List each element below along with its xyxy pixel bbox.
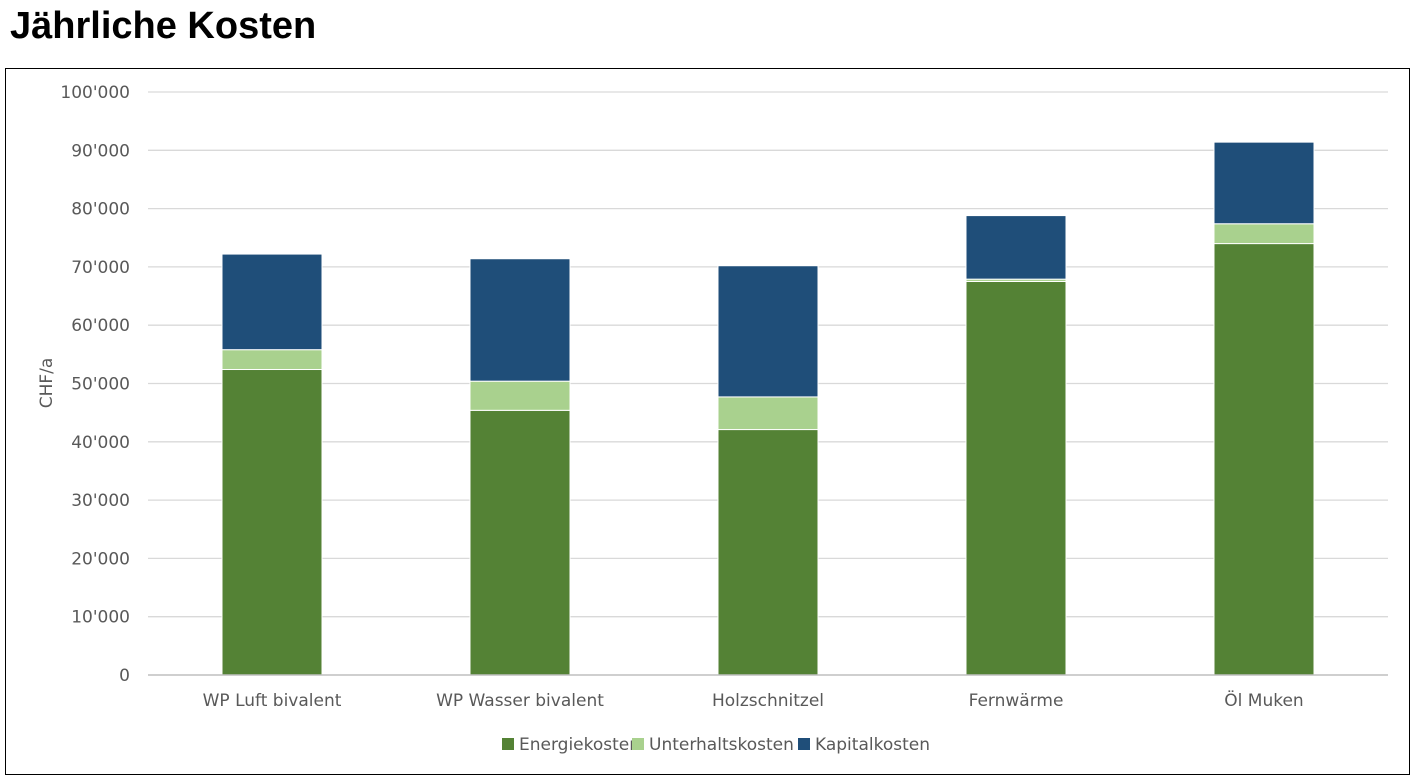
y-tick-label: 90'000 bbox=[71, 141, 130, 161]
bar-segment-kapitalkosten bbox=[965, 215, 1067, 280]
y-tick-label: 80'000 bbox=[71, 200, 130, 220]
legend: Energiekosten Unterhaltskosten Kapitalkost… bbox=[502, 735, 930, 755]
x-axis-category-labels: WP Luft bivalent WP Wasser bivalent Holzsc… bbox=[203, 689, 1304, 711]
legend-swatch bbox=[798, 738, 810, 750]
bar-segment-kapitalkosten bbox=[469, 258, 571, 382]
x-category-label: WP Wasser bivalent bbox=[436, 691, 604, 711]
x-category-label: WP Luft bivalent bbox=[203, 691, 342, 711]
bars bbox=[221, 141, 1315, 676]
x-category-label: Fernwärme bbox=[969, 691, 1064, 711]
bar-segment-energiekosten bbox=[717, 429, 819, 676]
y-tick-label: 10'000 bbox=[71, 608, 130, 628]
bar-segment-energiekosten bbox=[965, 280, 1067, 676]
y-tick-label: 30'000 bbox=[71, 491, 130, 511]
bar-segment-unterhaltskosten bbox=[221, 349, 323, 371]
y-tick-label: 0 bbox=[119, 666, 130, 686]
bar-segment-kapitalkosten bbox=[221, 253, 323, 351]
legend-swatch bbox=[632, 738, 644, 750]
bar-segment-unterhaltskosten bbox=[717, 396, 819, 431]
bar-segment-kapitalkosten bbox=[1213, 141, 1315, 225]
legend-label: Kapitalkosten bbox=[815, 735, 930, 755]
x-category-label: Öl Muken bbox=[1224, 689, 1303, 711]
bar-segment-energiekosten bbox=[1213, 243, 1315, 676]
y-tick-label: 40'000 bbox=[71, 433, 130, 453]
legend-swatch bbox=[502, 738, 514, 750]
bar-segment-unterhaltskosten bbox=[469, 380, 571, 411]
bar-segment-energiekosten bbox=[469, 409, 571, 676]
y-tick-label: 70'000 bbox=[71, 258, 130, 278]
y-tick-label: 100'000 bbox=[60, 83, 130, 103]
y-axis-tick-labels: 0 10'000 20'000 30'000 40'000 50'000 60'000 70'… bbox=[60, 83, 130, 686]
y-tick-label: 60'000 bbox=[71, 316, 130, 336]
legend-label: Unterhaltskosten bbox=[649, 735, 794, 755]
x-category-label: Holzschnitzel bbox=[712, 691, 824, 711]
bar-segment-unterhaltskosten bbox=[1213, 223, 1315, 245]
y-tick-label: 20'000 bbox=[71, 549, 130, 569]
page-title: Jährliche Kosten bbox=[10, 5, 317, 47]
legend-label: Energiekosten bbox=[519, 735, 640, 755]
y-axis-title: CHF/a bbox=[37, 358, 57, 409]
bar-segment-kapitalkosten bbox=[717, 265, 819, 398]
y-tick-label: 50'000 bbox=[71, 375, 130, 395]
bar-segment-energiekosten bbox=[221, 369, 323, 676]
